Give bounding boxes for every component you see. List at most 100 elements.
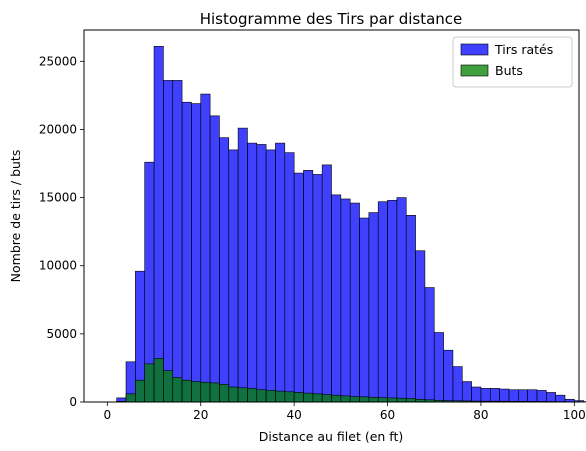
histogram-bar bbox=[443, 349, 454, 403]
histogram-bar bbox=[153, 358, 164, 403]
histogram-bar bbox=[237, 387, 248, 403]
histogram-bar bbox=[312, 174, 323, 403]
histogram-bar bbox=[284, 152, 295, 403]
histogram-bar bbox=[396, 397, 407, 403]
histogram-bar bbox=[172, 377, 183, 403]
histogram-bar bbox=[461, 381, 472, 403]
histogram-bar bbox=[527, 389, 538, 403]
x-tick-label: 60 bbox=[380, 408, 395, 422]
series-buts bbox=[116, 358, 586, 403]
histogram-bar bbox=[331, 394, 342, 403]
x-tick-label: 80 bbox=[473, 408, 488, 422]
x-tick-label: 0 bbox=[104, 408, 112, 422]
histogram-bar bbox=[555, 394, 566, 403]
histogram-bar bbox=[405, 398, 416, 403]
plot-frame bbox=[83, 29, 580, 403]
histogram-bar bbox=[387, 200, 398, 403]
x-axis: 0 20 40 60 80 100 bbox=[104, 402, 586, 422]
y-tick-label: 25000 bbox=[39, 54, 77, 68]
legend: Tirs ratés Buts bbox=[452, 36, 573, 88]
histogram-bar bbox=[247, 142, 258, 403]
histogram-bar bbox=[452, 366, 463, 403]
histogram-bar bbox=[396, 197, 407, 403]
histogram-bar bbox=[181, 379, 192, 403]
histogram-bar bbox=[415, 250, 426, 403]
legend-label: Buts bbox=[495, 63, 523, 78]
histogram-bar bbox=[228, 149, 239, 403]
plot-area bbox=[116, 46, 586, 403]
histogram-bar bbox=[256, 144, 267, 403]
histogram-bar bbox=[163, 370, 174, 403]
histogram-bar bbox=[321, 164, 332, 403]
y-axis: 0 5000 10000 15000 20000 25000 bbox=[39, 54, 84, 409]
histogram-bar bbox=[331, 194, 342, 403]
histogram-bar bbox=[377, 201, 388, 403]
histogram-bar bbox=[349, 396, 360, 403]
x-tick-label: 40 bbox=[287, 408, 302, 422]
histogram-bar bbox=[125, 393, 136, 403]
histogram-bar bbox=[228, 386, 239, 403]
histogram-bar bbox=[349, 202, 360, 403]
histogram-bar bbox=[508, 389, 519, 403]
histogram-bar bbox=[368, 212, 379, 403]
histogram-bar bbox=[536, 390, 547, 403]
histogram-bar bbox=[153, 46, 164, 403]
y-axis-label: Nombre de tirs / buts bbox=[8, 150, 23, 283]
histogram-bar bbox=[293, 392, 304, 403]
histogram-bar bbox=[368, 396, 379, 403]
x-tick-label: 20 bbox=[193, 408, 208, 422]
y-tick-label: 0 bbox=[69, 395, 77, 409]
legend-swatch bbox=[460, 43, 489, 56]
histogram-bar bbox=[303, 392, 314, 403]
histogram-bar bbox=[489, 388, 500, 403]
histogram-bar bbox=[284, 391, 295, 403]
histogram-bar bbox=[191, 103, 202, 403]
histogram-bar bbox=[200, 381, 211, 403]
histogram-bar bbox=[265, 390, 276, 403]
histogram-bar bbox=[219, 383, 230, 403]
y-tick-label: 10000 bbox=[39, 259, 77, 273]
histogram-bar bbox=[265, 149, 276, 403]
histogram-bar bbox=[340, 198, 351, 403]
histogram-bar bbox=[359, 396, 370, 403]
legend-label: Tirs ratés bbox=[494, 42, 553, 57]
histogram-bar bbox=[144, 363, 155, 403]
histogram-bar bbox=[247, 388, 258, 403]
histogram-bar bbox=[377, 397, 388, 403]
histogram-bar bbox=[209, 115, 220, 403]
y-tick-label: 5000 bbox=[46, 327, 77, 341]
histogram-bar bbox=[303, 170, 314, 403]
histogram-bar bbox=[181, 101, 192, 403]
histogram-bar bbox=[312, 393, 323, 403]
x-tick-label: 100 bbox=[563, 408, 586, 422]
histogram-bar bbox=[275, 390, 286, 403]
histogram-bar bbox=[321, 394, 332, 403]
y-tick-label: 15000 bbox=[39, 191, 77, 205]
histogram-bar bbox=[256, 389, 267, 403]
histogram-bar bbox=[405, 215, 416, 403]
histogram-bar bbox=[480, 388, 491, 403]
series-tirs-rates bbox=[116, 46, 586, 403]
histogram-bar bbox=[546, 392, 556, 403]
histogram-bar bbox=[163, 80, 174, 403]
histogram-bar bbox=[191, 381, 202, 403]
histogram-bar bbox=[433, 332, 444, 403]
histogram-bar bbox=[219, 137, 230, 403]
histogram-bar bbox=[387, 397, 398, 403]
histogram-bar bbox=[471, 386, 482, 403]
histogram-bar bbox=[499, 388, 510, 403]
histogram-bar bbox=[200, 93, 211, 403]
y-tick-label: 20000 bbox=[39, 122, 77, 136]
histogram-bar bbox=[359, 217, 370, 403]
chart-title: Histogramme des Tirs par distance bbox=[200, 10, 463, 28]
histogram-bar bbox=[275, 142, 286, 403]
histogram-bar bbox=[340, 395, 351, 403]
histogram-bar bbox=[424, 287, 435, 403]
histogram-bar bbox=[209, 382, 220, 403]
histogram-bar bbox=[237, 127, 248, 403]
histogram-bar bbox=[517, 389, 528, 403]
histogram-bar bbox=[135, 379, 146, 403]
legend-swatch bbox=[460, 64, 489, 77]
histogram-bar bbox=[172, 80, 183, 403]
